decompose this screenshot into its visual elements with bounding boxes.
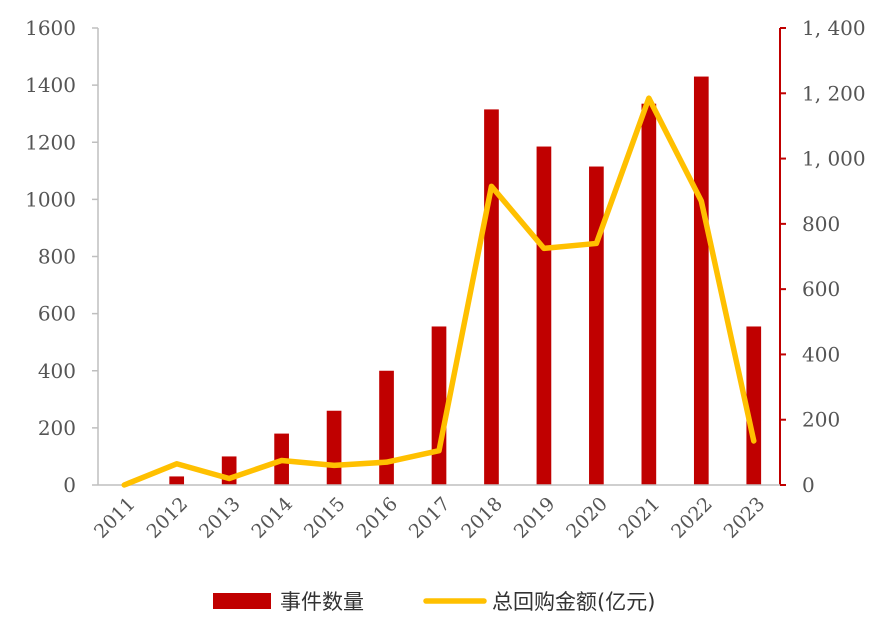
left-tick-label: 400 xyxy=(38,359,76,383)
x-tick-label: 2012 xyxy=(142,493,192,543)
right-tick-label: 800 xyxy=(802,212,840,236)
legend: 事件数量 总回购金额(亿元) xyxy=(213,590,655,614)
right-tick-label: 1, 200 xyxy=(802,81,866,105)
x-tick-label: 2023 xyxy=(720,493,770,543)
legend-line-label: 总回购金额(亿元) xyxy=(492,590,655,614)
left-tick-label: 800 xyxy=(38,245,76,269)
right-tick-label: 600 xyxy=(802,277,840,301)
right-y-ticks: 0 200 400 600 800 1, 000 1, 200 1, 400 xyxy=(780,16,866,497)
bars-group xyxy=(169,76,762,486)
bar-2017 xyxy=(431,326,447,485)
x-tick-label: 2016 xyxy=(352,493,402,543)
right-tick-label: 1, 000 xyxy=(802,147,866,171)
x-tick-label: 2021 xyxy=(615,493,665,543)
left-tick-label: 1000 xyxy=(25,187,76,211)
legend-bar-label: 事件数量 xyxy=(280,590,364,614)
left-tick-label: 1400 xyxy=(25,73,76,97)
bar-2019 xyxy=(536,146,552,486)
x-tick-label: 2019 xyxy=(510,493,560,543)
right-tick-label: 1, 400 xyxy=(802,16,866,40)
x-tick-label: 2014 xyxy=(247,493,297,543)
left-tick-label: 1200 xyxy=(25,130,76,154)
right-tick-label: 400 xyxy=(802,342,840,366)
x-tick-label: 2013 xyxy=(195,493,245,543)
line-series-amount xyxy=(121,95,757,488)
line-series-group xyxy=(121,95,757,488)
bar-2015 xyxy=(326,410,342,485)
right-tick-label: 200 xyxy=(802,408,840,432)
x-tick-label: 2015 xyxy=(300,493,350,543)
bar-2022 xyxy=(693,76,709,486)
left-tick-label: 0 xyxy=(63,473,76,497)
x-tick-label: 2018 xyxy=(457,493,507,543)
bar-2021 xyxy=(641,103,657,486)
x-tick-label: 2020 xyxy=(562,493,612,543)
left-tick-label: 1600 xyxy=(25,16,76,40)
x-tick-label: 2011 xyxy=(90,493,140,543)
x-ticks: 2011 2012 2013 2014 2015 2016 2017 2018 2019 2020… xyxy=(90,493,769,543)
left-y-ticks: 0 200 400 600 800 1000 1200 1400 1600 xyxy=(25,16,98,497)
right-tick-label: 0 xyxy=(802,473,815,497)
bar-2023 xyxy=(746,326,762,485)
bar-2016 xyxy=(379,370,394,485)
bar-2018 xyxy=(484,109,499,485)
x-tick-label: 2022 xyxy=(667,493,717,543)
legend-bar-swatch xyxy=(213,593,271,609)
bar-2012 xyxy=(169,476,185,485)
left-tick-label: 200 xyxy=(38,416,76,440)
left-tick-label: 600 xyxy=(38,302,76,326)
bar-2020 xyxy=(589,166,604,485)
x-tick-label: 2017 xyxy=(405,493,455,543)
